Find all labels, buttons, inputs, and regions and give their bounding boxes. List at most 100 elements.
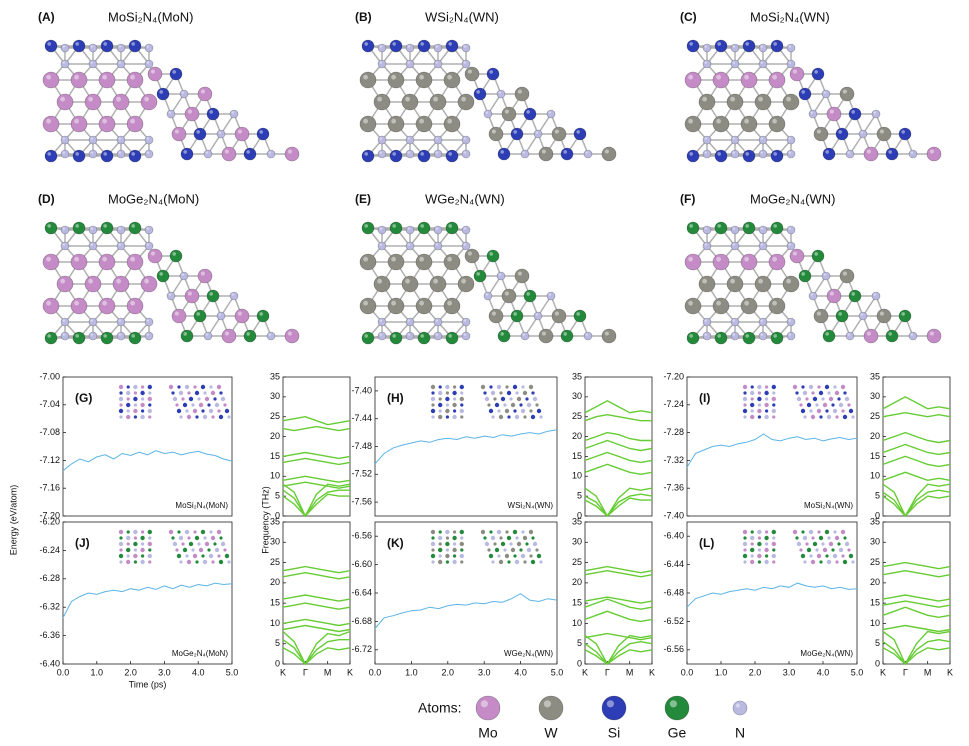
inset-atom — [750, 397, 754, 401]
atom-shine — [379, 243, 382, 246]
atom — [686, 149, 700, 163]
inset-atom — [218, 559, 224, 565]
inset-atom — [504, 553, 510, 559]
atom — [70, 71, 88, 89]
atom — [473, 87, 487, 101]
inset-atom — [453, 397, 457, 401]
atom-shine — [47, 334, 51, 338]
x-tick-label: 3.0 — [783, 667, 796, 677]
atom-shine — [554, 311, 560, 316]
atom-shine — [816, 129, 822, 134]
inset-atom — [438, 409, 442, 413]
y-tick-label: -7.52 — [351, 469, 372, 479]
atom — [445, 39, 459, 53]
atom — [786, 225, 796, 235]
atom — [798, 87, 812, 101]
atom-shine — [773, 42, 777, 46]
atom-shine — [786, 278, 791, 284]
y-tick-label: -7.44 — [351, 413, 372, 423]
inset-atom — [210, 390, 216, 396]
inset-atom — [496, 384, 502, 390]
inset-atom — [126, 402, 131, 408]
atom — [486, 67, 500, 81]
inset-atom — [504, 408, 510, 414]
x-axis-label: Time (ps) — [129, 679, 167, 689]
inset-atom — [133, 548, 137, 552]
inset-atom — [193, 385, 197, 389]
inset-atom — [438, 542, 442, 546]
atom — [573, 309, 587, 323]
inset-atom — [430, 541, 436, 547]
y-tick-label: -6.44 — [663, 559, 684, 569]
phonon-band — [282, 639, 350, 666]
y-tick-label: 25 — [572, 411, 582, 421]
inset-atom — [771, 529, 776, 535]
atom-shine — [118, 151, 122, 154]
atom — [740, 297, 758, 315]
atom — [473, 269, 487, 283]
atom — [786, 59, 796, 69]
phonon-band — [882, 630, 951, 666]
atom — [229, 109, 239, 119]
y-tick-label: 15 — [270, 598, 280, 608]
inset-atom — [147, 396, 152, 402]
atom-shine — [744, 300, 749, 306]
inset-atom — [490, 535, 496, 541]
inset-atom — [772, 548, 776, 552]
atom — [488, 126, 504, 142]
inset-atom — [126, 530, 130, 534]
inset-atom — [453, 530, 457, 534]
panel-label: (H) — [387, 391, 404, 405]
atom — [216, 129, 226, 139]
atom — [140, 93, 158, 111]
inset-atom — [799, 403, 803, 407]
inset-atom — [438, 535, 443, 541]
atom-shine — [447, 74, 452, 80]
atom — [100, 39, 114, 53]
atom — [60, 43, 70, 53]
atom — [461, 59, 471, 69]
atom-shine — [788, 137, 791, 140]
inset-atom — [140, 559, 145, 565]
y-tick-label: -7.00 — [39, 371, 60, 381]
inset-atom — [126, 390, 131, 396]
atom — [786, 43, 796, 53]
atom-shine — [491, 311, 496, 316]
atom — [786, 317, 796, 327]
inset-atom — [750, 385, 754, 389]
atom-shine — [287, 149, 292, 154]
plot-frame — [882, 521, 951, 665]
atom — [533, 129, 543, 139]
atom — [415, 297, 433, 315]
atom — [876, 308, 892, 324]
inset-atom — [201, 554, 205, 558]
atom-shine — [732, 61, 735, 64]
inset-atom — [750, 559, 755, 565]
atom-shine — [200, 271, 205, 276]
y-tick-label: 10 — [270, 471, 280, 481]
atom-shine — [130, 74, 136, 80]
y-tick-label: -6.24 — [39, 545, 60, 555]
atom-shine — [716, 74, 721, 80]
atom-shine — [259, 130, 264, 134]
atom-shine — [88, 96, 93, 102]
phonon-band — [882, 411, 951, 418]
inset-atom — [764, 402, 769, 408]
atom-shine — [405, 278, 410, 284]
atom-shine — [467, 69, 472, 74]
phonon-band — [282, 647, 351, 665]
x-tick-label: 3.0 — [478, 667, 491, 677]
panel-label: (A) — [38, 10, 55, 24]
inset-atom — [833, 385, 837, 389]
inset-atom — [445, 560, 449, 564]
inset-atom — [828, 541, 834, 547]
atom-shine — [364, 152, 369, 156]
inset-atom — [147, 408, 152, 414]
atom-shine — [760, 151, 763, 154]
phonon-band — [882, 489, 951, 518]
inset-atom — [817, 530, 821, 534]
atom-shine — [364, 334, 369, 338]
inset-atom — [133, 408, 138, 414]
inset-atom — [181, 542, 185, 546]
